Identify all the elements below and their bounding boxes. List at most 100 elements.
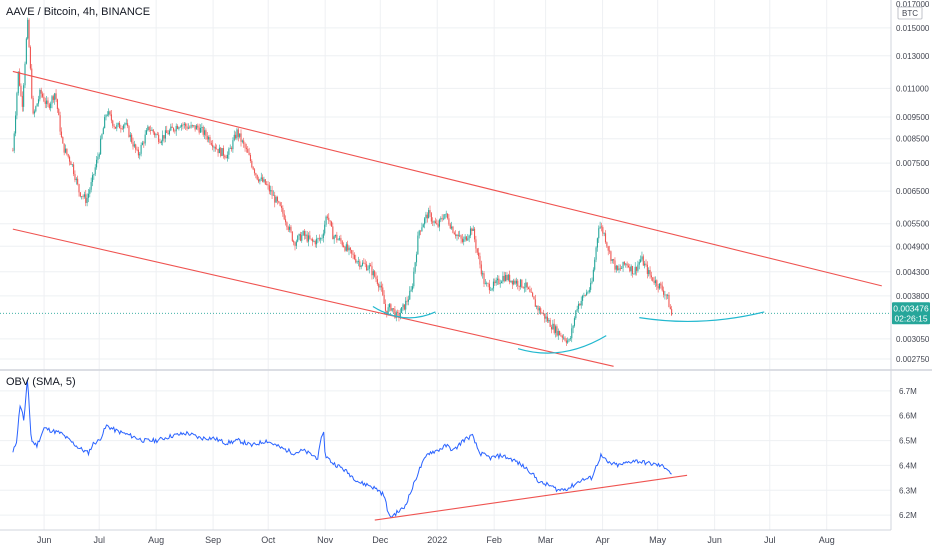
candle-body (663, 290, 665, 295)
candle-body (172, 127, 175, 131)
candle-body (594, 259, 596, 270)
candle-body (622, 261, 624, 268)
candle-body (506, 274, 508, 281)
candle-body (202, 126, 204, 135)
candle-body (561, 335, 563, 338)
candle-body (91, 175, 94, 183)
candle-body (144, 134, 146, 144)
candle-body (617, 265, 619, 271)
candle-body (199, 127, 202, 133)
candle-body (310, 238, 312, 240)
candle-body (555, 326, 557, 333)
candle-body (609, 250, 611, 252)
candle-body (167, 133, 169, 135)
price-tick-label: 0.013000 (896, 52, 930, 61)
obv-series-line (12, 379, 672, 518)
candle-body (322, 233, 324, 238)
candle-body (266, 184, 268, 186)
candle-body (410, 289, 412, 291)
candle-body (267, 184, 269, 186)
candle-body (567, 340, 569, 343)
candle-body (475, 239, 477, 249)
candle-body (336, 234, 338, 241)
time-axis[interactable]: Jun Jul Aug Sep Oct Nov Dec 2022 Feb Mar Apr May Jun… (37, 535, 835, 545)
candle-body (48, 104, 50, 109)
candle-body (63, 143, 65, 153)
candle-body (141, 142, 144, 145)
candle-body (437, 224, 439, 227)
candle-body (217, 149, 219, 154)
time-tick-label: Jun (707, 535, 722, 545)
candle-body (121, 128, 123, 130)
candle-body (546, 316, 549, 322)
candle-body (15, 115, 17, 134)
candle-body (353, 254, 355, 259)
currency-badge[interactable]: BTC (902, 9, 918, 18)
candle-body (59, 115, 61, 132)
price-tick-label: 0.006500 (896, 187, 930, 196)
candle-body (271, 190, 273, 196)
candle-body (537, 306, 539, 311)
candle-body (43, 96, 45, 102)
time-tick-label: Aug (148, 535, 164, 545)
candle-body (363, 262, 365, 264)
candle-body (70, 161, 72, 165)
candle-body (559, 330, 561, 336)
candle-body (532, 292, 534, 297)
candle-body (93, 174, 95, 176)
candle-body (275, 197, 277, 203)
candle-body (344, 246, 346, 251)
candle-body (529, 288, 531, 292)
candle-body (528, 287, 530, 289)
candle-body (351, 250, 353, 254)
candle-body (545, 316, 547, 319)
time-tick-label: Jul (764, 535, 776, 545)
candle-body (538, 308, 540, 311)
candle-body (298, 233, 300, 236)
candle-body (482, 273, 484, 275)
candle-body (128, 126, 130, 138)
last-price-tag: 0.003476 02:26:15 (892, 302, 930, 325)
candle-body (640, 259, 642, 263)
candle-body (582, 295, 584, 301)
obv-pane[interactable] (12, 379, 672, 518)
candle-body (357, 261, 360, 262)
candle-body (287, 227, 289, 230)
candle-body (621, 267, 623, 269)
price-tick-label: 0.005500 (896, 220, 930, 229)
candle-body (560, 335, 562, 336)
candle-body (329, 220, 331, 222)
price-pane[interactable] (0, 17, 891, 346)
candle-body (615, 265, 617, 270)
candle-body (164, 130, 166, 139)
price-axis[interactable]: 0.017000 0.015000 0.013000 0.011000 0.009500… (896, 0, 930, 364)
candle-body (530, 291, 532, 293)
candle-body (459, 235, 461, 237)
obv-axis[interactable]: 6.7M 6.6M 6.5M 6.4M 6.3M 6.2M (899, 387, 917, 520)
candle-body (591, 281, 593, 283)
candle-body (197, 125, 199, 128)
candle-body (496, 278, 499, 281)
chart-title: AAVE / Bitcoin, 4h, BINANCE (6, 6, 150, 18)
candle-body (212, 144, 214, 148)
candle-body (569, 338, 571, 339)
time-tick-label: Apr (596, 535, 610, 545)
candle-body (127, 123, 129, 127)
candle-body (397, 312, 399, 313)
candle-body (150, 130, 152, 131)
candle-body (641, 256, 643, 260)
candle-body (55, 93, 57, 100)
candle-body (67, 154, 69, 157)
currency-badge-box[interactable] (897, 6, 923, 20)
candle-body (586, 292, 588, 296)
candle-body (193, 125, 195, 127)
candle-body (519, 279, 522, 287)
candle-body (56, 99, 58, 110)
candle-body (378, 284, 380, 288)
candle-body (395, 312, 397, 318)
time-tick-label: Aug (819, 535, 835, 545)
candle-body (17, 71, 19, 94)
candle-body (474, 228, 476, 240)
candle-body (401, 307, 403, 313)
